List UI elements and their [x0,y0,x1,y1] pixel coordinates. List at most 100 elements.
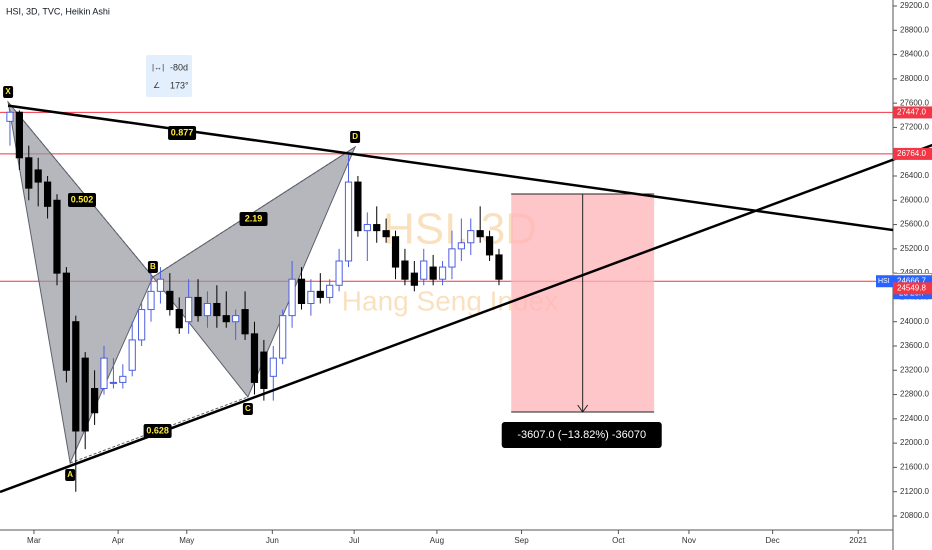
y-tick-label: 24000.0 [900,317,929,326]
candle-body [410,272,418,286]
ratio-label: 0.628 [146,425,169,435]
candle-body [100,357,108,389]
candle-body [203,302,212,317]
y-tick-label: 25600.0 [900,220,929,229]
candle-body [241,309,249,335]
pattern-point-label: B [150,262,156,271]
x-tick-label: May [179,536,194,545]
candle-body [316,290,324,298]
candle-body [401,260,409,280]
ratio-box [239,211,268,226]
candle-body [363,224,371,232]
price-tag-label: 27447.0 [897,108,926,117]
x-tick-label: 2021 [849,536,867,545]
pattern-point-label: A [67,470,73,479]
pattern-point-box [3,85,14,98]
candle-body [438,266,447,280]
pattern-point-box [350,130,361,143]
candle-body [25,157,33,189]
y-tick-label: 23600.0 [900,341,929,350]
candle-body [373,224,381,232]
candle-body [420,260,428,280]
chart-title: HSI, 3D, TVC, Heikin Ashi [6,6,110,16]
price-tag [893,147,932,160]
candle-body [185,296,193,323]
x-tick-label: Oct [612,536,625,545]
candle-body [62,272,70,371]
y-tick-label: 21600.0 [900,463,929,472]
candle-body [34,169,42,183]
y-tick-label: 22400.0 [900,414,929,423]
ratio-label: 0.502 [71,194,94,204]
candle-body [91,387,99,414]
price-tag-label: 24666.7 [897,276,926,285]
pattern-point-box [65,468,76,481]
measure-label-box [501,421,662,448]
candle-body [138,309,146,341]
candle-body [156,278,165,292]
candle-body [269,357,277,377]
tooltip-bars: -80d [170,62,188,72]
symbol-tag-label: HSI [878,278,890,285]
pattern-point-box [242,402,253,415]
candle-body [457,242,465,250]
candle-body [72,321,80,432]
candle-body [307,290,315,304]
price-tag [893,282,932,295]
y-tick-label: 20800.0 [900,511,929,520]
ratio-label: 0.877 [171,127,194,137]
candle-body [166,290,174,311]
candle-body [326,284,334,298]
pattern-point-label: X [5,87,11,96]
price-tag [893,106,932,119]
price-tag-label: 24549.8 [897,283,926,292]
y-tick-label: 24800.0 [900,268,929,277]
candle-body [260,351,268,389]
candle-body [429,266,437,280]
pattern-legs [7,101,356,464]
y-tick-label: 22800.0 [900,390,929,399]
measure-label: -3607.0 (−13.82%) -36070 [517,429,646,441]
y-tick-label: 27200.0 [900,123,929,132]
candle-body [391,236,400,268]
x-tick-label: Aug [430,536,444,545]
candle-body [382,230,390,238]
x-tick-label: Jun [266,536,279,545]
pattern-point-box [147,260,158,273]
candle-body [467,230,475,244]
y-tick-label: 27600.0 [900,98,929,107]
y-tick-label: 28000.0 [900,74,929,83]
candle-body [119,375,127,383]
price-tag-label: 26764.0 [897,149,926,158]
candle-body [222,315,230,323]
candle-body [15,111,23,159]
ratio-label: 2.19 [245,213,263,223]
candle-body [6,111,14,122]
tooltip-icon: ∠ [153,81,160,90]
candle-body [147,290,155,311]
pattern-point-label: D [352,132,358,141]
x-tick-label: Sep [514,536,529,545]
candle-body [288,278,296,317]
candle-body [485,236,494,256]
x-tick-label: Mar [27,536,41,545]
x-tick-label: Jul [349,536,359,545]
candle-body [53,199,61,274]
y-tick-label: 22000.0 [900,438,929,447]
candle-body [213,302,221,317]
candle-body [354,181,362,232]
candle-body [232,315,240,323]
candle-body [476,230,484,238]
symbol-tag [876,275,893,288]
y-tick-label: 21200.0 [900,487,929,496]
trend-line [7,104,894,232]
candle-body [344,181,353,262]
candle-body [279,315,287,359]
candle-body [81,357,89,432]
y-tick-label: 25200.0 [900,244,929,253]
x-tick-label: Apr [112,536,125,545]
x-tick-label: Dec [766,536,780,545]
candle-body [175,309,183,329]
candle-body [448,248,456,268]
